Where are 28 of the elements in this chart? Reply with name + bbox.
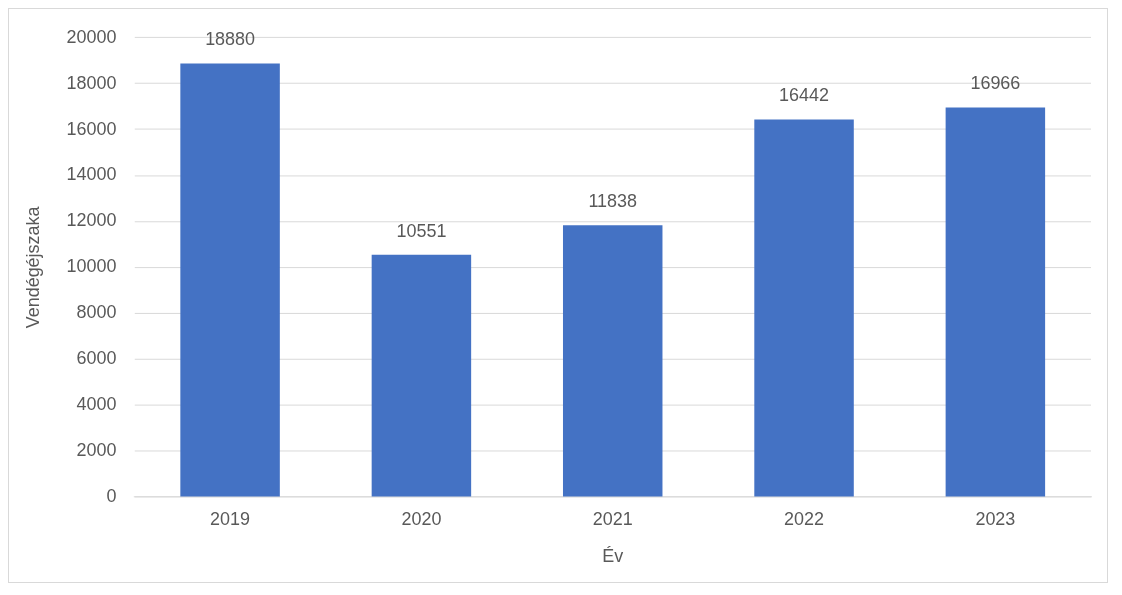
data-label: 16966 [970,73,1021,94]
y-tick-label: 18000 [66,72,117,93]
y-tick-label: 14000 [66,164,117,185]
y-tick-label: 20000 [66,26,117,47]
data-label: 16442 [779,85,830,106]
x-tick-label: 2023 [975,508,1016,529]
y-tick-label: 10000 [66,256,117,277]
y-tick-label: 16000 [66,118,117,139]
x-axis-title: Év [602,546,624,567]
y-tick-label: 2000 [76,440,117,461]
x-tick-label: 2019 [210,508,251,529]
y-tick-label: 0 [106,486,117,507]
data-label: 10551 [396,220,447,241]
y-tick-label: 12000 [66,210,117,231]
bar [754,119,854,497]
y-tick-label: 4000 [76,394,117,415]
x-tick-label: 2022 [784,508,825,529]
bar [562,225,663,497]
y-axis-title: Vendégéjszaka [22,206,43,329]
x-tick-label: 2020 [401,508,442,529]
y-tick-label: 6000 [76,348,117,369]
bar [371,254,472,497]
bar [180,63,280,497]
data-label: 18880 [205,29,256,50]
data-label: 11838 [588,191,638,212]
y-tick-label: 8000 [76,302,117,323]
x-tick-label: 2021 [592,508,633,529]
bar [945,107,1046,497]
